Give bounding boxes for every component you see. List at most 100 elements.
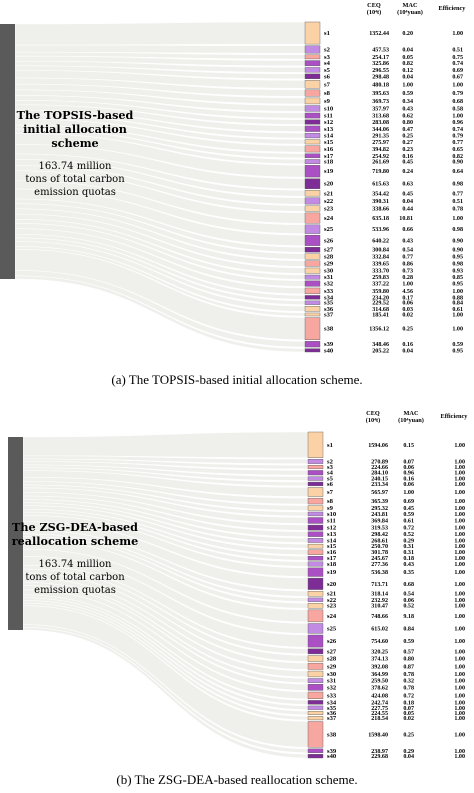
mac-s11: 0.62: [402, 114, 413, 120]
eff-s25: 1.00: [454, 626, 465, 632]
mac-s19: 0.24: [402, 169, 413, 175]
eff-s17: 0.82: [452, 154, 463, 160]
ceq-s26: 754.60: [371, 639, 388, 645]
eff-s30: 1.00: [454, 672, 465, 678]
ceq-s40: 205.22: [372, 348, 389, 354]
node-s16: [304, 145, 321, 153]
ceq-s2: 270.89: [371, 459, 388, 465]
header-ceq-b-label: CEQ: [366, 410, 380, 417]
node-label-s31: s31: [324, 274, 333, 281]
ceq-s24: 748.66: [371, 614, 388, 620]
mac-s2: 0.04: [402, 47, 413, 53]
mac-s19: 0.35: [403, 570, 414, 576]
ceq-s19: 719.80: [372, 169, 389, 175]
node-s33: [304, 287, 321, 295]
eff-s5: 1.00: [454, 477, 465, 483]
mac-s20: 0.63: [402, 182, 413, 188]
node-s33: [307, 691, 324, 700]
node-label-s40: s40: [327, 753, 337, 760]
node-label-s38: s38: [327, 731, 337, 738]
node-label-s28: s28: [324, 253, 334, 260]
ceq-s27: 300.84: [372, 248, 389, 254]
ceq-s10: 357.97: [372, 106, 389, 112]
node-label-s26: s26: [324, 237, 334, 244]
mac-s28: 0.77: [402, 254, 413, 260]
ceq-s33: 359.80: [372, 289, 389, 295]
mac-s7: 1.00: [402, 82, 413, 88]
eff-s14: 1.00: [454, 538, 465, 544]
eff-s23: 0.78: [452, 206, 463, 212]
node-label-s14: s14: [327, 537, 337, 544]
mac-s36: 0.05: [403, 711, 414, 717]
ceq-s6: 298.48: [372, 74, 389, 80]
mac-s39: 0.16: [402, 342, 413, 348]
ceq-s21: 318.14: [371, 592, 388, 598]
eff-s34: 0.88: [452, 295, 463, 301]
ceq-s12: 283.08: [372, 120, 389, 126]
node-s14: [307, 538, 324, 543]
node-s14: [304, 132, 321, 139]
eff-s15: 1.00: [454, 544, 465, 550]
mac-s16: 0.31: [403, 550, 414, 556]
node-s25: [307, 623, 324, 634]
mac-s29: 0.86: [402, 262, 413, 268]
mac-s13: 0.47: [402, 127, 413, 133]
node-s9: [307, 505, 324, 511]
eff-s12: 0.96: [452, 120, 463, 126]
node-label-s27: s27: [327, 648, 337, 655]
mac-s6: 0.04: [402, 74, 413, 80]
node-s9: [304, 97, 321, 105]
header-mac-a-unit: (10⁴yuan): [397, 9, 423, 16]
ceq-s22: 390.31: [372, 199, 389, 205]
eff-s26: 0.90: [452, 238, 463, 244]
mac-s14: 0.25: [402, 134, 413, 140]
node-s16: [307, 549, 324, 555]
mac-s29: 0.87: [403, 664, 414, 670]
eff-s7: 1.00: [454, 490, 465, 496]
node-label-s13: s13: [327, 531, 337, 538]
mac-s10: 0.59: [403, 512, 414, 518]
node-s38: [304, 317, 321, 340]
eff-s18: 0.90: [452, 160, 463, 166]
node-s24: [304, 212, 321, 224]
node-s38: [307, 721, 324, 748]
ceq-s8: 395.63: [372, 91, 389, 97]
header-mac-b-unit: (10⁴yuan): [398, 417, 424, 424]
mac-s26: 0.43: [402, 238, 413, 244]
source-sub-a-line3: emission quotas: [34, 187, 116, 198]
node-s11: [304, 112, 321, 119]
flow-s2: [22, 455, 309, 464]
ceq-s38: 1598.40: [368, 732, 388, 738]
eff-s19: 1.00: [454, 570, 465, 576]
ceq-s34: 234.20: [372, 295, 389, 301]
mac-s31: 0.28: [402, 275, 413, 281]
node-s26: [307, 634, 324, 648]
ceq-s18: 261.69: [372, 160, 389, 166]
eff-s31: 1.00: [454, 679, 465, 685]
node-s5: [304, 67, 321, 73]
header-eff-b: Efficiency: [436, 413, 472, 420]
node-s40: [307, 754, 324, 759]
node-s3: [307, 465, 324, 470]
node-label-s22: s22: [324, 198, 334, 205]
node-s20: [307, 577, 324, 590]
mac-s32: 0.78: [403, 685, 414, 691]
header-mac-b: MAC (10⁴yuan): [394, 410, 428, 424]
node-label-s31: s31: [327, 678, 336, 685]
node-label-s22: s22: [327, 597, 337, 604]
node-s35: [307, 705, 324, 710]
mac-s39: 0.29: [403, 749, 414, 755]
ceq-s33: 424.08: [371, 693, 388, 699]
ceq-s13: 344.06: [372, 127, 389, 133]
node-s36: [307, 710, 324, 716]
node-label-s40: s40: [324, 347, 334, 354]
eff-s33: 1.00: [454, 693, 465, 699]
mac-s33: 0.72: [403, 693, 414, 699]
eff-s26: 1.00: [454, 639, 465, 645]
ceq-s39: 238.97: [371, 749, 388, 755]
mac-s20: 0.68: [403, 582, 414, 588]
eff-s19: 0.64: [452, 169, 463, 175]
ceq-s25: 615.02: [371, 626, 388, 632]
header-mac-a-label: MAC: [402, 2, 418, 9]
ceq-s36: 314.68: [372, 307, 389, 313]
